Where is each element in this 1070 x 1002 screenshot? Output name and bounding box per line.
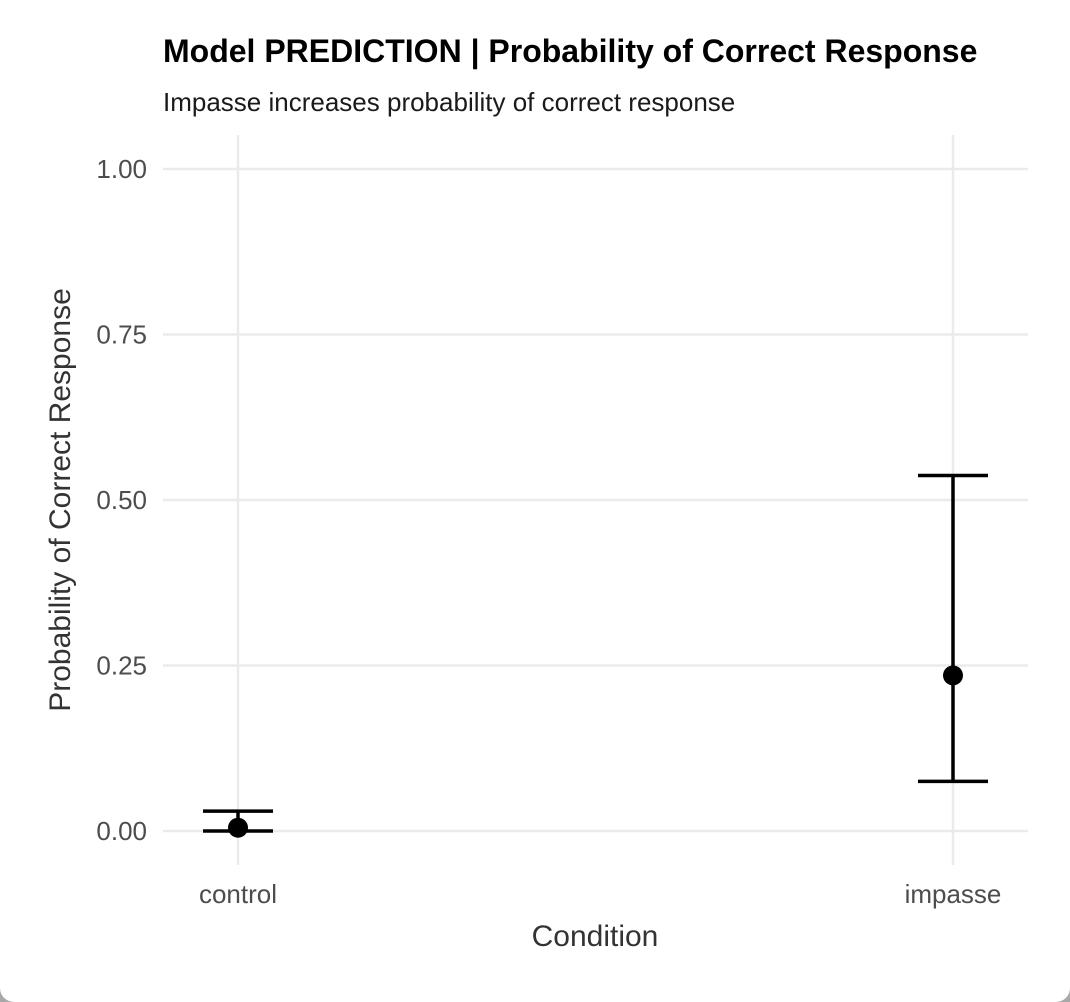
y-gridlines xyxy=(163,167,1028,833)
y-tick-label: 1.00 xyxy=(96,154,147,184)
point-control xyxy=(228,817,248,838)
window-corner-left xyxy=(0,988,14,1002)
y-tick-label: 0.75 xyxy=(96,320,147,350)
y-tick-label: 0.00 xyxy=(96,816,147,846)
x-axis-title: Condition xyxy=(532,920,659,953)
x-tick-label: impasse xyxy=(905,879,1002,909)
chart-title: Model PREDICTION | Probability of Correc… xyxy=(163,33,977,69)
y-axis-title: Probability of Correct Response xyxy=(44,288,77,712)
window-corner-right xyxy=(1056,988,1070,1002)
error-bar-marks xyxy=(203,473,988,838)
y-tick-label: 0.25 xyxy=(96,651,147,681)
y-tick-labels: 0.00 0.25 0.50 0.75 1.00 xyxy=(96,154,147,846)
y-tick-label: 0.50 xyxy=(96,485,147,515)
point-impasse xyxy=(943,665,963,686)
chart-subtitle: Impasse increases probability of correct… xyxy=(163,87,735,117)
x-tick-labels: control impasse xyxy=(199,879,1001,909)
x-tick-label: control xyxy=(199,879,277,909)
